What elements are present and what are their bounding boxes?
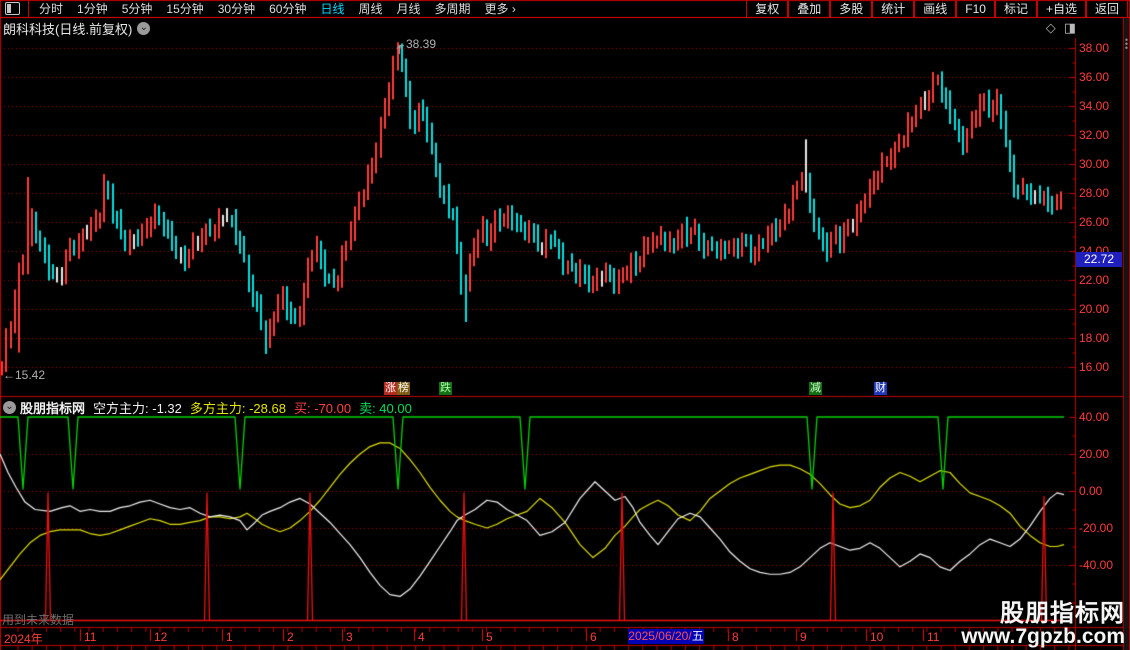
action-button-+自选[interactable]: +自选 xyxy=(1036,0,1086,17)
title-dropdown-icon[interactable]: ⌄ xyxy=(137,21,151,35)
action-button-画线[interactable]: 画线 xyxy=(914,0,957,17)
last-price-badge: 22.72 xyxy=(1076,252,1122,267)
low-annotation: ←15.42 xyxy=(3,368,46,382)
price-tick-label: 18.00 xyxy=(1079,331,1110,345)
action-button-叠加[interactable]: 叠加 xyxy=(788,0,831,17)
cursor-date: 2025/06/20/ xyxy=(628,629,692,643)
scrollbar-thumb[interactable]: • • • xyxy=(1124,35,1129,53)
price-tick-label: 34.00 xyxy=(1079,99,1110,113)
period-tab-分时[interactable]: 分时 xyxy=(39,2,64,16)
period-tab-5分钟[interactable]: 5分钟 xyxy=(121,2,153,16)
future-data-note: 用到未来数据 xyxy=(2,613,75,627)
indicator-field: 空方主力: -1.32 xyxy=(93,401,182,416)
month-label: 10 xyxy=(870,630,884,644)
indicator-header: ⌄ 股朋指标网 空方主力: -1.32 多方主力: -28.68 买: -70.00… xyxy=(3,398,412,417)
cursor-date-badge: 2025/06/20/五 xyxy=(628,629,704,644)
indicator-tick-label: -40.00 xyxy=(1079,558,1114,572)
action-buttons: 复权 叠加 多股 统计 画线 F10 标记 +自选 返回 xyxy=(746,0,1128,17)
price-tick-label: 36.00 xyxy=(1079,70,1110,84)
year-label: 2024年 xyxy=(4,632,43,646)
stock-title: 朗科科技(日线.前复权) xyxy=(3,21,133,37)
period-tab-15分钟[interactable]: 15分钟 xyxy=(166,2,204,16)
month-label: 12 xyxy=(154,630,168,644)
period-toolbar: 分时 1分钟 5分钟 15分钟 30分钟 60分钟 日线 周线 月线 多周期 更多 › 复权 叠加 多股… xyxy=(0,0,1129,18)
action-button-返回[interactable]: 返回 xyxy=(1085,0,1128,17)
indicator-brand: 股朋指标网 xyxy=(20,401,86,416)
period-tab-30分钟[interactable]: 30分钟 xyxy=(217,2,256,16)
event-tag-跌[interactable]: 跌 xyxy=(439,382,452,395)
month-label: 9 xyxy=(800,630,807,644)
event-tag-涨[interactable]: 涨 xyxy=(384,382,397,395)
split-view-icon[interactable]: ◨ xyxy=(1063,20,1076,35)
event-tag-减[interactable]: 减 xyxy=(809,382,822,395)
period-tab-更多 ›[interactable]: 更多 › xyxy=(484,2,516,16)
indicator-tick-label: 40.00 xyxy=(1079,410,1110,424)
indicator-field: 多方主力: -28.68 xyxy=(189,401,286,416)
event-tag-榜[interactable]: 榜 xyxy=(397,382,410,395)
price-tick-label: 30.00 xyxy=(1079,157,1110,171)
toolbar-divider xyxy=(28,0,29,17)
layout-split-icon[interactable] xyxy=(5,2,20,15)
chart-titlebar: 朗科科技(日线.前复权) ⌄ ◇ ◨ xyxy=(0,18,1122,38)
high-annotation: 38.39 xyxy=(406,37,437,51)
diamond-icon[interactable]: ◇ xyxy=(1045,20,1056,35)
month-label: 1 xyxy=(226,630,233,644)
action-button-F10[interactable]: F10 xyxy=(956,0,995,17)
month-label: 4 xyxy=(418,630,425,644)
price-tick-label: 26.00 xyxy=(1079,215,1110,229)
period-tab-1分钟[interactable]: 1分钟 xyxy=(77,2,108,16)
price-tick-label: 28.00 xyxy=(1079,186,1110,200)
month-label: 8 xyxy=(732,630,739,644)
month-label: 3 xyxy=(346,630,353,644)
action-button-多股[interactable]: 多股 xyxy=(830,0,873,17)
cursor-weekday: 五 xyxy=(691,629,704,643)
period-tab-多周期[interactable]: 多周期 xyxy=(434,2,471,16)
period-group: 分时 1分钟 5分钟 15分钟 30分钟 60分钟 日线 周线 月线 多周期 更多 › xyxy=(0,0,523,17)
indicator-tick-label: -20.00 xyxy=(1079,521,1114,535)
period-tab-日线[interactable]: 日线 xyxy=(320,2,345,16)
action-button-统计[interactable]: 统计 xyxy=(872,0,915,17)
event-tag-财[interactable]: 财 xyxy=(874,382,887,395)
price-tick-label: 20.00 xyxy=(1079,302,1110,316)
price-tick-label: 38.00 xyxy=(1079,41,1110,55)
period-tab-月线[interactable]: 月线 xyxy=(396,2,421,16)
indicator-tick-label: 20.00 xyxy=(1079,447,1110,461)
month-label: 5 xyxy=(486,630,493,644)
indicator-field: 买: -70.00 xyxy=(293,401,352,416)
indicator-collapse-icon[interactable]: ⌄ xyxy=(3,401,16,414)
period-tab-60分钟[interactable]: 60分钟 xyxy=(269,2,307,16)
month-label: 11 xyxy=(927,630,940,644)
right-scrollbar[interactable] xyxy=(1124,18,1129,650)
indicator-tick-label: 0.00 xyxy=(1079,484,1103,498)
price-tick-label: 22.00 xyxy=(1079,273,1110,287)
price-tick-label: 16.00 xyxy=(1079,360,1110,374)
price-tick-label: 32.00 xyxy=(1079,128,1110,142)
period-tab-周线[interactable]: 周线 xyxy=(358,2,383,16)
watermark-brand: 股朋指标网 xyxy=(1000,599,1125,627)
indicator-values: 空方主力: -1.32 多方主力: -28.68 买: -70.00 卖: 40.00 xyxy=(85,398,412,417)
month-label: 2 xyxy=(287,630,294,644)
site-watermark: 股朋指标网 www.7gpzb.com xyxy=(961,601,1125,648)
month-label: 11 xyxy=(84,630,97,644)
period-tabs: 分时 1分钟 5分钟 15分钟 30分钟 60分钟 日线 周线 月线 多周期 更多 › xyxy=(32,0,523,17)
watermark-url: www.7gpzb.com xyxy=(961,624,1125,648)
month-label: 6 xyxy=(590,630,597,644)
action-button-标记[interactable]: 标记 xyxy=(994,0,1037,17)
indicator-field: 卖: 40.00 xyxy=(359,401,412,416)
action-button-复权[interactable]: 复权 xyxy=(746,0,789,17)
